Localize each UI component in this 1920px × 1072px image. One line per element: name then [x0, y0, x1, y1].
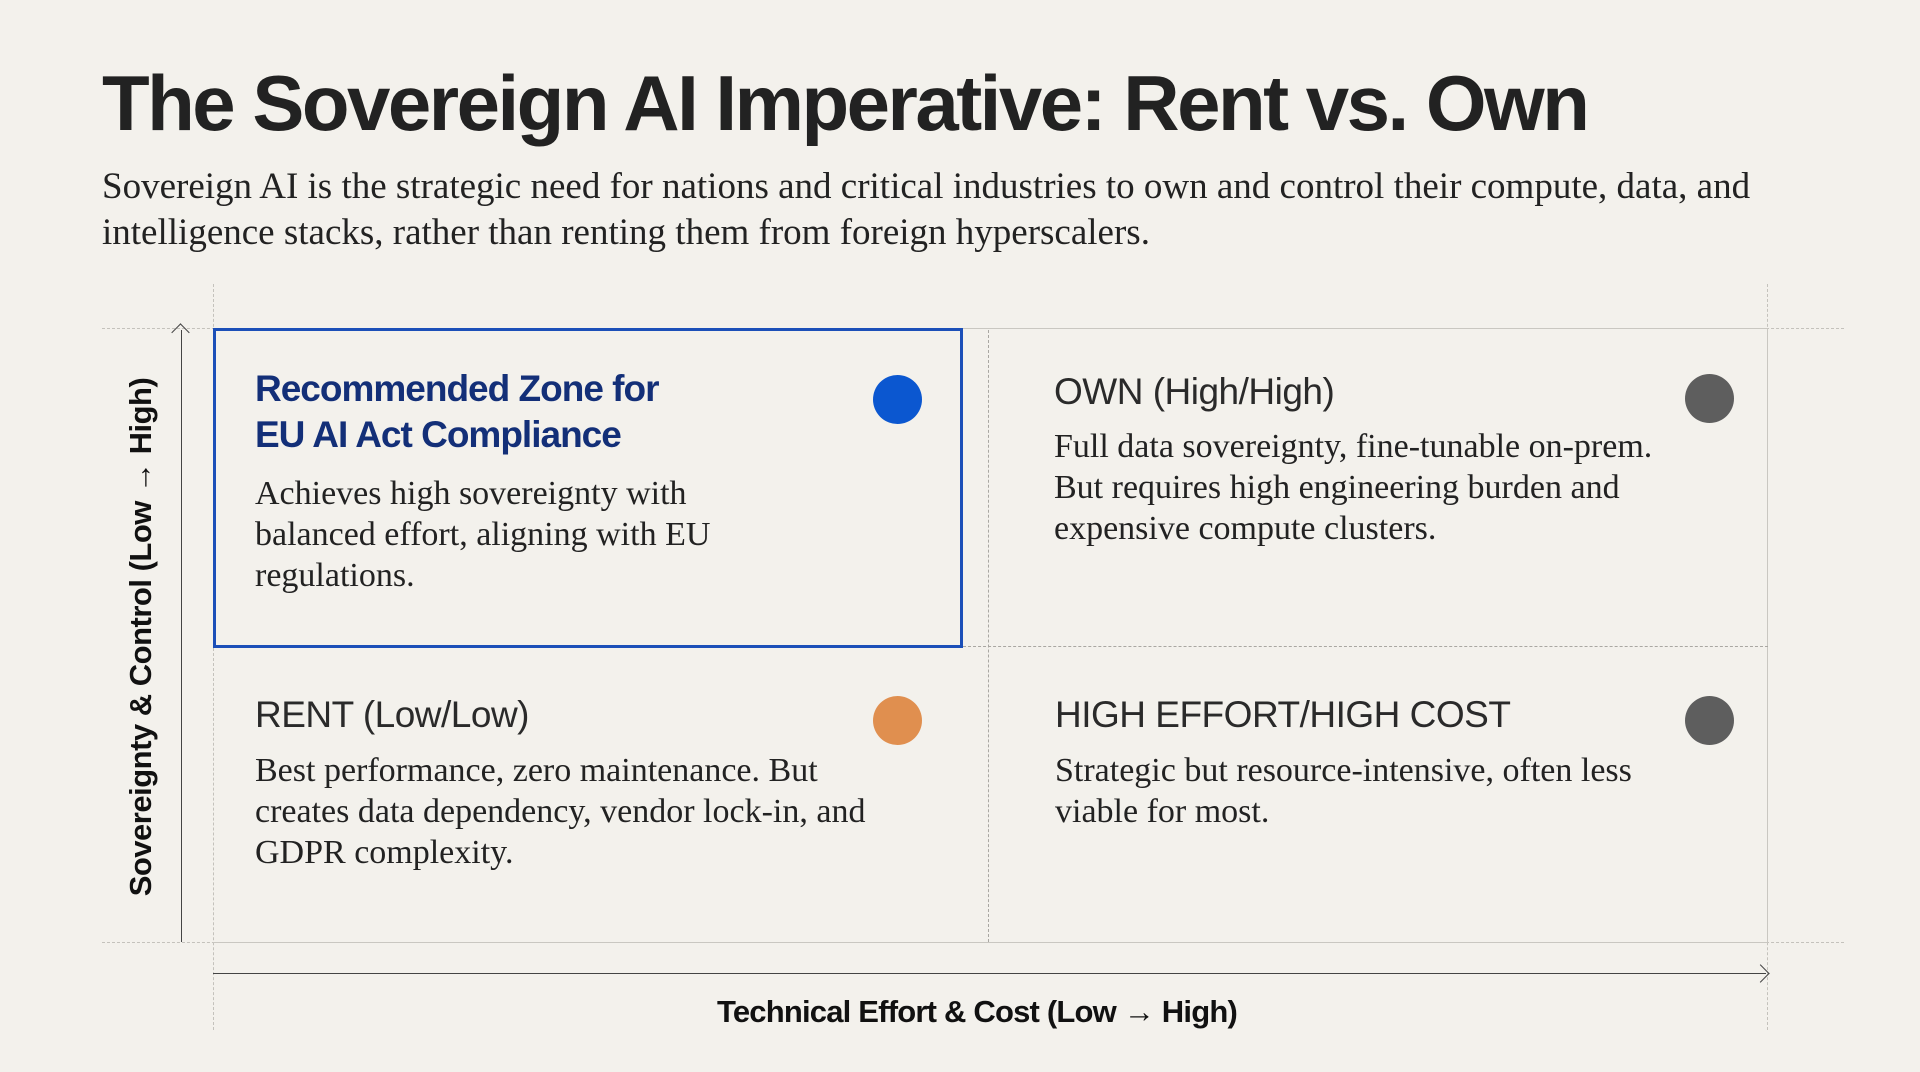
y-axis-line	[181, 330, 182, 942]
quadrant-rent-body: Best performance, zero maintenance. But …	[255, 752, 866, 871]
x-axis-label: Technical Effort & Cost (Low → High)	[717, 994, 1238, 1029]
grid-top-border	[213, 328, 1768, 329]
quadrant-recommended-body: Achieves high sovereignty with balanced …	[255, 475, 711, 594]
y-axis-label: Sovereignty & Control (Low → High)	[123, 377, 158, 897]
page-subtitle: Sovereign AI is the strategic need for n…	[102, 166, 1751, 253]
quadrant-high-effort-body: Strategic but resource-intensive, often …	[1055, 752, 1632, 830]
arrow-up-icon	[171, 323, 190, 342]
status-dot-gray	[1685, 374, 1734, 423]
status-dot-orange	[873, 696, 922, 745]
title-line-1: Recommended Zone for	[255, 368, 659, 409]
quadrant-own: OWN (High/High) Full data sovereignty, f…	[988, 328, 1768, 646]
guide-left	[213, 284, 214, 1030]
quadrant-rent-title: RENT (Low/Low)	[255, 694, 530, 735]
quadrant-high-effort: HIGH EFFORT/HIGH COST Strategic but reso…	[988, 647, 1768, 942]
grid-bottom-border	[213, 942, 1768, 943]
quadrant-own-body: Full data sovereignty, fine-tunable on-p…	[1054, 428, 1653, 547]
title-line-2: EU AI Act Compliance	[255, 414, 622, 455]
quadrant-own-title: OWN (High/High)	[1054, 371, 1335, 412]
grid-right-border	[1767, 328, 1768, 942]
page-title: The Sovereign AI Imperative: Rent vs. Ow…	[102, 59, 1590, 147]
quadrant-recommended-title: Recommended Zone for EU AI Act Complianc…	[255, 366, 659, 458]
grid-vertical-divider	[988, 330, 989, 942]
quadrant-high-effort-title: HIGH EFFORT/HIGH COST	[1055, 694, 1511, 735]
grid-horizontal-divider	[963, 646, 1768, 647]
quadrant-rent: RENT (Low/Low) Best performance, zero ma…	[213, 647, 988, 942]
x-axis-line	[213, 973, 1766, 974]
status-dot-gray	[1685, 696, 1734, 745]
quadrant-recommended: Recommended Zone for EU AI Act Complianc…	[213, 328, 963, 648]
status-dot-blue	[873, 375, 922, 424]
